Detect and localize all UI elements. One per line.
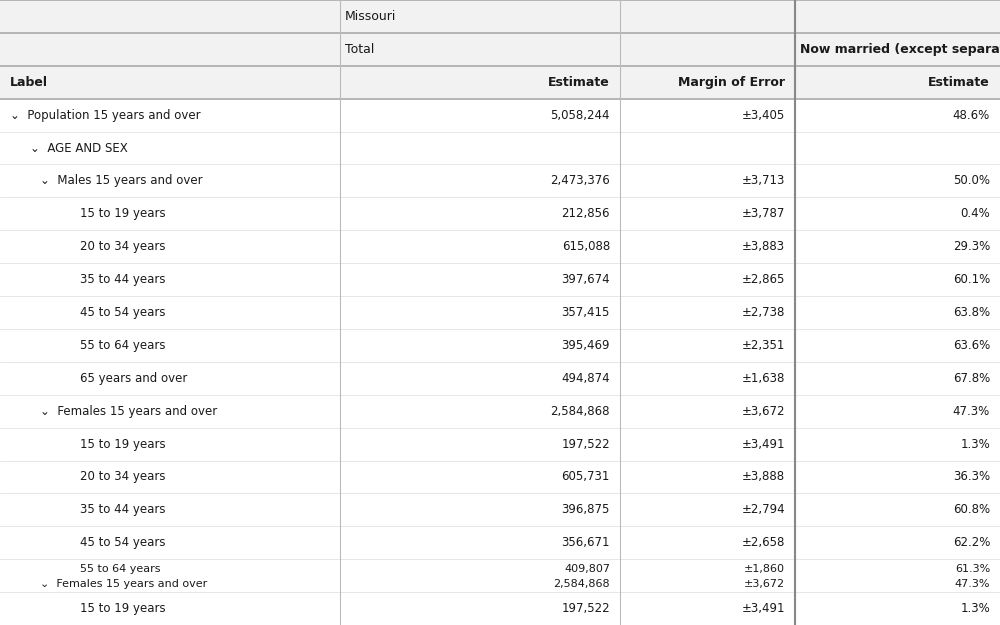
Text: Estimate: Estimate [928, 76, 990, 89]
Text: 55 to 64 years: 55 to 64 years [80, 564, 160, 574]
Text: 409,807: 409,807 [564, 564, 610, 574]
Text: ±2,865: ±2,865 [742, 273, 785, 286]
Text: ±3,883: ±3,883 [742, 240, 785, 253]
FancyBboxPatch shape [0, 493, 1000, 526]
Text: 357,415: 357,415 [562, 306, 610, 319]
Text: Estimate: Estimate [548, 76, 610, 89]
Text: 35 to 44 years: 35 to 44 years [80, 273, 166, 286]
Text: Margin of Error: Margin of Error [678, 76, 785, 89]
Text: 65 years and over: 65 years and over [80, 372, 187, 385]
Text: 45 to 54 years: 45 to 54 years [80, 306, 166, 319]
Text: ±3,672: ±3,672 [744, 579, 785, 589]
Text: 67.8%: 67.8% [953, 372, 990, 385]
Text: Now married (except separated): Now married (except separated) [800, 43, 1000, 56]
Text: 15 to 19 years: 15 to 19 years [80, 438, 166, 451]
Text: ⌄  AGE AND SEX: ⌄ AGE AND SEX [30, 141, 128, 154]
Text: 605,731: 605,731 [562, 471, 610, 484]
Text: 63.8%: 63.8% [953, 306, 990, 319]
FancyBboxPatch shape [0, 33, 1000, 66]
Text: 1.3%: 1.3% [960, 438, 990, 451]
Text: 197,522: 197,522 [561, 438, 610, 451]
Text: 397,674: 397,674 [561, 273, 610, 286]
Text: 47.3%: 47.3% [954, 579, 990, 589]
FancyBboxPatch shape [0, 461, 1000, 493]
Text: ±3,888: ±3,888 [742, 471, 785, 484]
FancyBboxPatch shape [0, 526, 1000, 559]
Text: ±3,405: ±3,405 [742, 109, 785, 122]
FancyBboxPatch shape [0, 230, 1000, 263]
Text: 20 to 34 years: 20 to 34 years [80, 471, 166, 484]
FancyBboxPatch shape [0, 329, 1000, 362]
Text: 395,469: 395,469 [562, 339, 610, 352]
FancyBboxPatch shape [0, 0, 1000, 33]
Text: 36.3%: 36.3% [953, 471, 990, 484]
Text: 2,473,376: 2,473,376 [550, 174, 610, 188]
Text: 29.3%: 29.3% [953, 240, 990, 253]
Text: 50.0%: 50.0% [953, 174, 990, 188]
Text: 60.1%: 60.1% [953, 273, 990, 286]
FancyBboxPatch shape [0, 428, 1000, 461]
FancyBboxPatch shape [0, 296, 1000, 329]
Text: 615,088: 615,088 [562, 240, 610, 253]
Text: 60.8%: 60.8% [953, 503, 990, 516]
Text: ±3,491: ±3,491 [742, 602, 785, 615]
Text: 45 to 54 years: 45 to 54 years [80, 536, 166, 549]
Text: 15 to 19 years: 15 to 19 years [80, 208, 166, 221]
Text: ±3,491: ±3,491 [742, 438, 785, 451]
FancyBboxPatch shape [0, 395, 1000, 428]
Text: 356,671: 356,671 [562, 536, 610, 549]
Text: 5,058,244: 5,058,244 [550, 109, 610, 122]
Text: ⌄  Females 15 years and over: ⌄ Females 15 years and over [40, 579, 207, 589]
Text: ±3,713: ±3,713 [742, 174, 785, 188]
Text: 1.3%: 1.3% [960, 602, 990, 615]
Text: ±2,658: ±2,658 [742, 536, 785, 549]
Text: 62.2%: 62.2% [953, 536, 990, 549]
Text: Label: Label [10, 76, 48, 89]
Text: 48.6%: 48.6% [953, 109, 990, 122]
Text: 197,522: 197,522 [561, 602, 610, 615]
FancyBboxPatch shape [0, 132, 1000, 164]
Text: Missouri: Missouri [345, 10, 396, 23]
Text: 61.3%: 61.3% [955, 564, 990, 574]
Text: 212,856: 212,856 [562, 208, 610, 221]
FancyBboxPatch shape [0, 66, 1000, 99]
Text: ⌄  Population 15 years and over: ⌄ Population 15 years and over [10, 109, 201, 122]
FancyBboxPatch shape [0, 263, 1000, 296]
Text: 0.4%: 0.4% [960, 208, 990, 221]
FancyBboxPatch shape [0, 362, 1000, 395]
Text: 15 to 19 years: 15 to 19 years [80, 602, 166, 615]
FancyBboxPatch shape [0, 198, 1000, 230]
Text: 2,584,868: 2,584,868 [550, 404, 610, 418]
Text: ±2,794: ±2,794 [741, 503, 785, 516]
FancyBboxPatch shape [0, 99, 1000, 132]
Text: ⌄  Males 15 years and over: ⌄ Males 15 years and over [40, 174, 203, 188]
FancyBboxPatch shape [0, 559, 1000, 592]
Text: ±1,638: ±1,638 [742, 372, 785, 385]
FancyBboxPatch shape [0, 164, 1000, 198]
Text: ±1,860: ±1,860 [744, 564, 785, 574]
FancyBboxPatch shape [0, 592, 1000, 625]
Text: 63.6%: 63.6% [953, 339, 990, 352]
Text: 55 to 64 years: 55 to 64 years [80, 339, 166, 352]
Text: 20 to 34 years: 20 to 34 years [80, 240, 166, 253]
Text: ±2,738: ±2,738 [742, 306, 785, 319]
Text: 494,874: 494,874 [561, 372, 610, 385]
Text: ±3,672: ±3,672 [742, 404, 785, 418]
Text: ⌄  Females 15 years and over: ⌄ Females 15 years and over [40, 404, 217, 418]
Text: 47.3%: 47.3% [953, 404, 990, 418]
Text: 35 to 44 years: 35 to 44 years [80, 503, 166, 516]
Text: ±2,351: ±2,351 [742, 339, 785, 352]
Text: Total: Total [345, 43, 374, 56]
Text: 2,584,868: 2,584,868 [553, 579, 610, 589]
Text: 396,875: 396,875 [562, 503, 610, 516]
Text: ±3,787: ±3,787 [742, 208, 785, 221]
